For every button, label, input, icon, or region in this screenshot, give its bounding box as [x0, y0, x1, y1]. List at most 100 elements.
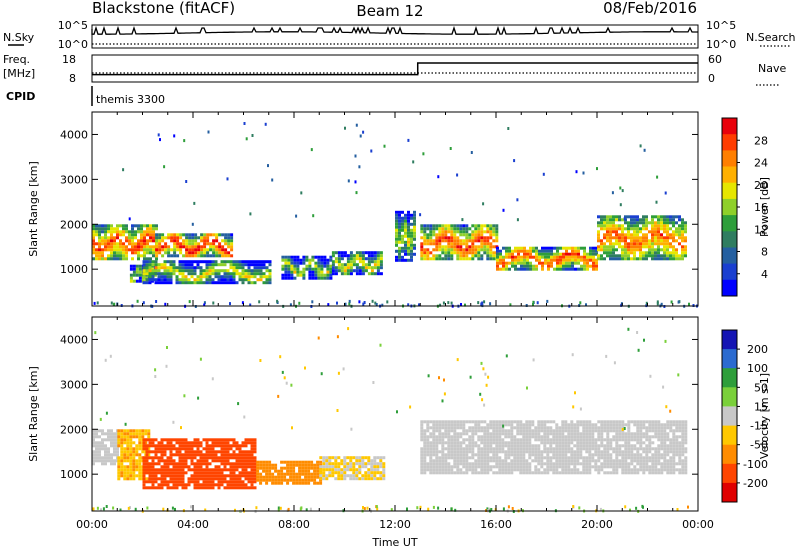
- velocity-cell: [483, 435, 487, 439]
- velocity-cell: [492, 426, 496, 430]
- power-cell: [496, 252, 499, 256]
- power-cell: [346, 269, 350, 273]
- power-cell: [131, 251, 134, 255]
- power-scatter-cell: [245, 137, 248, 141]
- velocity-cell: [98, 456, 101, 460]
- velocity-cell: [426, 441, 430, 445]
- velocity-cell: [477, 435, 481, 439]
- power-cell: [639, 254, 642, 258]
- velocity-cell: [319, 474, 323, 478]
- velocity-cell: [576, 456, 580, 460]
- velocity-cell: [507, 441, 511, 445]
- velocity-cell: [672, 435, 676, 439]
- power-cell: [181, 281, 185, 285]
- velocity-cell: [205, 438, 209, 442]
- velocity-cell: [426, 465, 430, 469]
- velocity-cell: [618, 453, 622, 457]
- power-cell: [104, 239, 107, 243]
- power-cell: [122, 242, 125, 246]
- velocity-cell: [205, 477, 209, 481]
- power-scatter-cell: [159, 138, 161, 142]
- power-cell: [142, 269, 146, 273]
- power-cell: [517, 267, 520, 271]
- power-cell: [642, 224, 645, 228]
- power-cell: [161, 236, 165, 240]
- velocity-cell: [639, 438, 643, 442]
- velocity-cell: [123, 468, 127, 472]
- power-cell: [146, 224, 149, 228]
- power-scatter-cell: [375, 303, 378, 306]
- velocity-cell: [558, 441, 562, 445]
- power-cell: [320, 276, 324, 280]
- power-cell: [603, 224, 606, 228]
- velocity-cell: [525, 465, 529, 469]
- velocity-cell: [450, 468, 454, 472]
- power-cell: [98, 245, 101, 249]
- velocity-cell: [534, 432, 538, 436]
- velocity-cell: [295, 472, 299, 476]
- power-cell: [648, 239, 651, 243]
- velocity-ytick-label: 2000: [60, 423, 88, 436]
- power-cell: [131, 245, 134, 249]
- velocity-cell: [126, 453, 130, 457]
- velocity-cell: [190, 459, 194, 463]
- velocity-cell: [160, 477, 164, 481]
- velocity-cell: [504, 471, 508, 475]
- velocity-scatter-cell: [102, 507, 105, 511]
- velocity-scatter-cell: [454, 508, 457, 512]
- velocity-cell: [642, 465, 646, 469]
- power-cell: [188, 233, 192, 237]
- velocity-cell: [432, 453, 436, 457]
- velocity-cell: [259, 472, 263, 476]
- power-cell: [559, 246, 562, 250]
- power-cell: [169, 278, 173, 282]
- power-cell: [202, 269, 206, 273]
- power-scatter-cell: [344, 302, 347, 306]
- velocity-cell: [495, 435, 499, 439]
- power-scatter-cell: [381, 303, 384, 307]
- velocity-cell: [126, 438, 130, 442]
- velocity-scatter-cell: [154, 368, 157, 372]
- power-cell: [113, 245, 116, 249]
- power-cell: [496, 264, 499, 268]
- power-cell: [185, 248, 189, 252]
- velocity-scatter-cell: [300, 506, 303, 510]
- velocity-cell: [101, 462, 104, 466]
- velocity-cell: [642, 462, 646, 466]
- velocity-cell: [151, 486, 155, 490]
- power-cell: [523, 261, 526, 265]
- velocity-cell: [214, 465, 218, 469]
- power-cell: [636, 239, 639, 243]
- power-cell: [404, 228, 407, 232]
- power-cell: [113, 248, 116, 252]
- power-cell: [410, 258, 413, 262]
- velocity-cell: [669, 441, 673, 445]
- velocity-cell: [199, 444, 203, 448]
- power-cell: [480, 227, 484, 231]
- velocity-cell: [247, 477, 251, 481]
- power-cell: [226, 260, 230, 264]
- velocity-cell: [196, 444, 200, 448]
- velocity-cell: [474, 465, 478, 469]
- power-cell: [669, 251, 672, 255]
- power-cell: [143, 236, 146, 240]
- power-cell: [364, 269, 368, 273]
- velocity-cell: [438, 471, 442, 475]
- power-cell: [224, 248, 228, 252]
- velocity-cell: [624, 450, 628, 454]
- velocity-cell: [519, 432, 523, 436]
- power-cell: [669, 233, 672, 237]
- velocity-cell: [540, 429, 544, 433]
- power-cell: [217, 275, 221, 279]
- power-cell: [453, 239, 457, 243]
- velocity-cell: [675, 462, 679, 466]
- power-cell: [182, 245, 186, 249]
- power-cell: [541, 255, 544, 259]
- power-cell: [429, 224, 433, 228]
- velocity-cell: [129, 465, 133, 469]
- power-cell: [407, 225, 410, 229]
- velocity-cell: [238, 459, 242, 463]
- velocity-cell: [588, 438, 592, 442]
- power-cell: [657, 221, 660, 225]
- velocity-cell: [358, 462, 362, 466]
